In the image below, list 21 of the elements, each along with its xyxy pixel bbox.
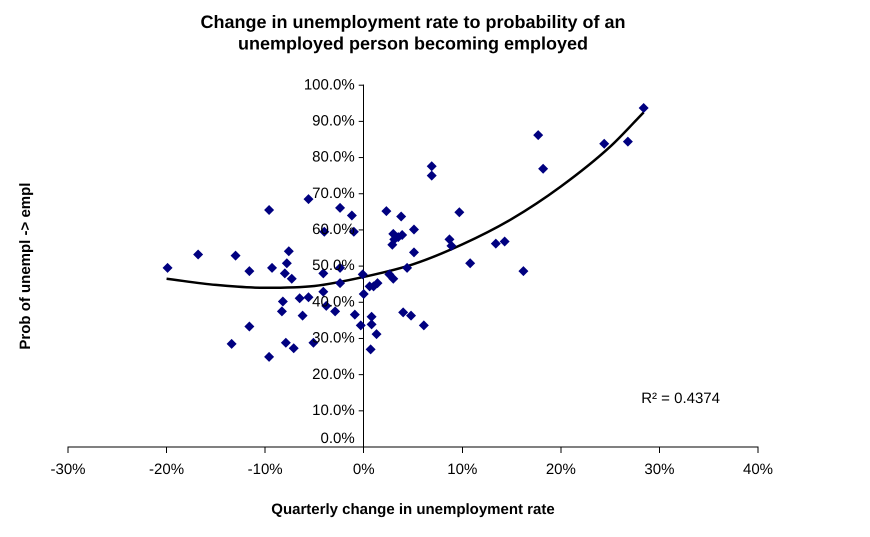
x-tick-label: 0% [352, 461, 375, 478]
y-tick-label: 20.0% [312, 366, 355, 383]
x-tick-label: -20% [149, 461, 184, 478]
x-tick-label: 10% [447, 461, 478, 478]
y-tick-label: 90.0% [312, 112, 355, 130]
y-tick-label: 10.0% [312, 402, 355, 419]
x-tick-label: -30% [50, 461, 86, 478]
x-axis-title: Quarterly change in unemployment rate [271, 501, 555, 518]
y-axis-title: Prob of unempl -> empl [17, 182, 34, 350]
y-tick-label: 100.0% [304, 76, 355, 94]
x-tick-label: 40% [742, 461, 774, 478]
y-tick-label: 70.0% [312, 184, 355, 202]
x-tick-label: 30% [644, 461, 674, 478]
annotation: R² = 0.4374 [641, 390, 720, 408]
y-tick-label: 40.0% [312, 293, 355, 310]
y-tick-label: 80.0% [312, 148, 355, 166]
chart-title: Change in unemployment rate to probability of an unemployed person becoming employed [200, 12, 626, 54]
y-tick-label: 30.0% [312, 330, 355, 347]
x-tick-label: -10% [248, 461, 283, 478]
y-tick-label: 0.0% [320, 430, 355, 448]
x-tick-label: 20% [546, 461, 576, 478]
